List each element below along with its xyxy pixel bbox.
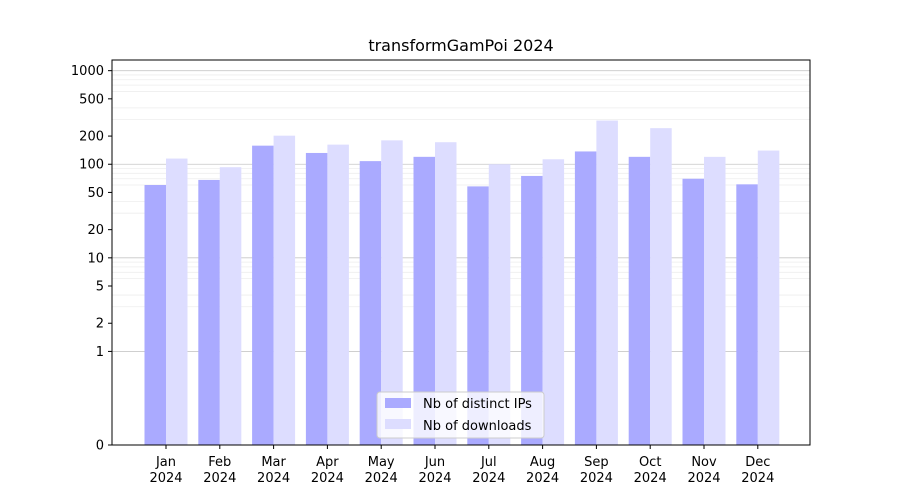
legend-label-downloads: Nb of downloads [423, 419, 532, 434]
bar-distinct-ips [252, 145, 274, 445]
x-tick-label-year: 2024 [741, 471, 774, 486]
x-tick-label-month: Jan [155, 455, 176, 470]
y-tick-label: 20 [87, 223, 104, 238]
x-tick-label-month: Oct [639, 455, 661, 470]
x-tick-label-year: 2024 [526, 471, 559, 486]
bar-distinct-ips [574, 151, 597, 446]
bar-distinct-ips [628, 156, 651, 446]
bar-downloads [166, 158, 188, 445]
x-tick-label-month: May [368, 455, 395, 470]
bar-distinct-ips [467, 186, 489, 445]
x-tick-label-year: 2024 [418, 471, 451, 486]
bar-downloads [488, 164, 511, 445]
plot-frame [111, 59, 811, 446]
bar-distinct-ips [198, 179, 220, 445]
x-tick-label-year: 2024 [257, 471, 290, 486]
x-axis: Jan2024Feb2024Mar2024Apr2024May2024Jun20… [149, 445, 774, 486]
bar-distinct-ips [413, 156, 435, 446]
x-tick-label-year: 2024 [580, 471, 613, 486]
y-tick-label: 1 [96, 345, 104, 360]
y-tick-label: 2 [96, 317, 104, 332]
x-tick-label-month: Sep [584, 455, 609, 470]
x-tick-label-year: 2024 [687, 471, 720, 486]
x-tick-label-month: Jul [480, 455, 497, 470]
bar-distinct-ips [144, 185, 166, 445]
chart-title: transformGamPoi 2024 [368, 36, 553, 55]
y-tick-label: 1000 [71, 64, 104, 79]
bar-downloads [381, 140, 403, 445]
bar-downloads [219, 167, 242, 446]
x-tick-label-year: 2024 [634, 471, 667, 486]
bar-distinct-ips [359, 161, 382, 445]
y-tick-label: 0 [96, 439, 104, 454]
bar-downloads [542, 159, 565, 446]
bar-downloads [704, 156, 726, 446]
bar-downloads [327, 144, 349, 445]
bar-distinct-ips [305, 152, 328, 445]
x-tick-label-month: Feb [208, 455, 231, 470]
x-tick-label-month: Dec [745, 455, 770, 470]
legend-box [376, 391, 545, 439]
x-tick-label-year: 2024 [203, 471, 236, 486]
x-tick-label-year: 2024 [311, 471, 344, 486]
x-tick-label-month: Mar [261, 455, 286, 470]
x-tick-label-year: 2024 [149, 471, 182, 486]
bar-downloads [596, 120, 618, 446]
y-tick-label: 10 [87, 251, 104, 266]
x-tick-label-year: 2024 [365, 471, 398, 486]
y-tick-label: 50 [87, 186, 104, 201]
y-tick-label: 200 [79, 130, 104, 145]
legend-label-distinct-ips: Nb of distinct IPs [423, 397, 532, 412]
x-tick-label-month: Jun [424, 455, 445, 470]
y-tick-label: 5 [96, 280, 104, 295]
y-tick-label: 500 [79, 92, 104, 107]
y-tick-label: 100 [79, 158, 104, 173]
x-tick-label-month: Nov [691, 455, 717, 470]
y-axis: 0 1 2 5 10 20 50 100 200 500 1000 [71, 64, 112, 454]
bar-distinct-ips [521, 175, 543, 445]
bar-downloads [435, 142, 457, 445]
x-tick-label-month: Apr [316, 455, 339, 470]
bar-distinct-ips [736, 184, 758, 445]
legend-swatch-downloads [385, 419, 411, 429]
bar-downloads [757, 150, 780, 445]
bars [144, 120, 780, 446]
bar-downloads [650, 128, 672, 445]
x-tick-label-month: Aug [530, 455, 555, 470]
bar-downloads [273, 135, 296, 445]
legend: Nb of distinct IPs Nb of downloads [376, 391, 545, 439]
legend-swatch-distinct-ips [385, 398, 411, 408]
x-tick-label-year: 2024 [472, 471, 505, 486]
bar-distinct-ips [682, 178, 704, 446]
